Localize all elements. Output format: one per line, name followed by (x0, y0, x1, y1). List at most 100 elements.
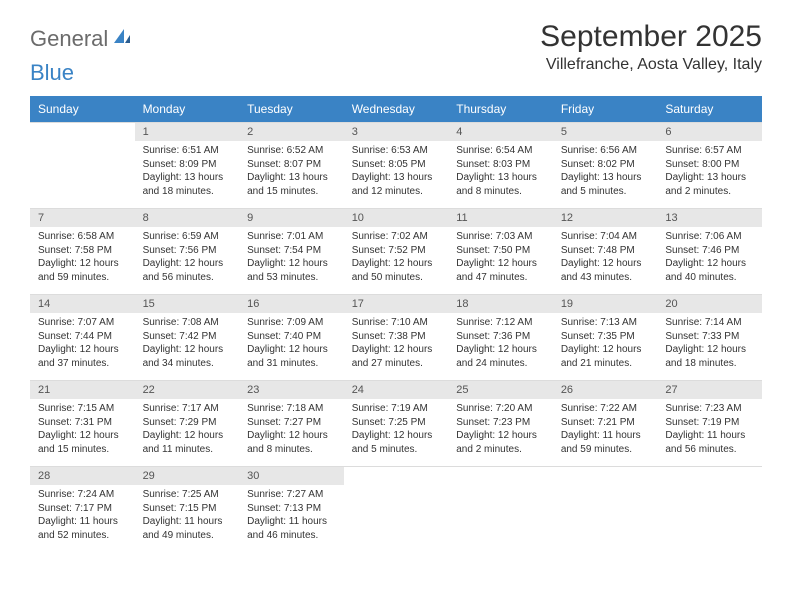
weekday-header-row: Sunday Monday Tuesday Wednesday Thursday… (30, 96, 762, 123)
sunrise-text: Sunrise: 7:24 AM (38, 488, 127, 502)
sunset-text: Sunset: 8:07 PM (247, 158, 336, 172)
sunrise-text: Sunrise: 7:14 AM (665, 316, 754, 330)
sunset-text: Sunset: 7:38 PM (352, 330, 441, 344)
day-cell: Sunrise: 7:23 AMSunset: 7:19 PMDaylight:… (657, 399, 762, 467)
day-content-row: Sunrise: 7:15 AMSunset: 7:31 PM Daylight:… (30, 399, 762, 467)
day-cell: Sunrise: 6:58 AMSunset: 7:58 PMDaylight:… (30, 227, 135, 295)
sunset-text: Sunset: 7:25 PM (352, 416, 441, 430)
sunrise-text: Sunrise: 7:17 AM (143, 402, 232, 416)
sunset-text: Sunset: 7:31 PM (38, 416, 127, 430)
day1-text: Daylight: 12 hours (143, 343, 232, 357)
day2-text: and 43 minutes. (561, 271, 650, 285)
day-cell: Sunrise: 7:06 AMSunset: 7:46 PMDaylight:… (657, 227, 762, 295)
day-cell: Sunrise: 7:04 AMSunset: 7:48 PMDaylight:… (553, 227, 658, 295)
day-cell: Sunrise: 7:09 AMSunset: 7:40 PMDaylight:… (239, 313, 344, 381)
day-number: 18 (448, 295, 553, 314)
day-cell: Sunrise: 7:08 AMSunset: 7:42 PMDaylight:… (135, 313, 240, 381)
day1-text: Daylight: 12 hours (247, 257, 336, 271)
sunrise-text: Sunrise: 7:15 AM (38, 402, 127, 416)
sunset-text: Sunset: 7:13 PM (247, 502, 336, 516)
day1-text: Daylight: 13 hours (143, 171, 232, 185)
day1-text: Daylight: 12 hours (665, 257, 754, 271)
day2-text: and 11 minutes. (143, 443, 232, 457)
day2-text: and 50 minutes. (352, 271, 441, 285)
day-cell: Sunrise: 6:51 AMSunset: 8:09 PMDaylight:… (135, 141, 240, 209)
day2-text: and 49 minutes. (143, 529, 232, 543)
day1-text: Daylight: 12 hours (561, 257, 650, 271)
sunset-text: Sunset: 7:56 PM (143, 244, 232, 258)
location-label: Villefranche, Aosta Valley, Italy (540, 56, 762, 74)
sunrise-text: Sunrise: 7:13 AM (561, 316, 650, 330)
day1-text: Daylight: 12 hours (247, 343, 336, 357)
day1-text: Daylight: 12 hours (352, 257, 441, 271)
day1-text: Daylight: 11 hours (665, 429, 754, 443)
day-cell: Sunrise: 7:02 AMSunset: 7:52 PMDaylight:… (344, 227, 449, 295)
day-number: 4 (448, 123, 553, 142)
weekday-header: Tuesday (239, 96, 344, 123)
day1-text: Daylight: 13 hours (561, 171, 650, 185)
weekday-header: Saturday (657, 96, 762, 123)
day-cell: Sunrise: 7:12 AMSunset: 7:36 PMDaylight:… (448, 313, 553, 381)
day1-text: Daylight: 12 hours (665, 343, 754, 357)
day2-text: and 2 minutes. (665, 185, 754, 199)
day2-text: and 56 minutes. (143, 271, 232, 285)
calendar-table: Sunday Monday Tuesday Wednesday Thursday… (30, 96, 762, 552)
weekday-header: Wednesday (344, 96, 449, 123)
day-number (30, 123, 135, 142)
sunset-text: Sunset: 7:15 PM (143, 502, 232, 516)
day2-text: and 5 minutes. (352, 443, 441, 457)
brand-part2: Blue (30, 60, 74, 86)
sunset-text: Sunset: 8:03 PM (456, 158, 545, 172)
sunrise-text: Sunrise: 7:19 AM (352, 402, 441, 416)
sunrise-text: Sunrise: 7:07 AM (38, 316, 127, 330)
day-cell: Sunrise: 6:54 AMSunset: 8:03 PMDaylight:… (448, 141, 553, 209)
day-cell: Sunrise: 7:25 AMSunset: 7:15 PMDaylight:… (135, 485, 240, 552)
day-content-row: Sunrise: 7:07 AMSunset: 7:44 PMDaylight:… (30, 313, 762, 381)
day-cell: Sunrise: 7:18 AMSunset: 7:27 PMDaylight:… (239, 399, 344, 467)
sunset-text: Sunset: 7:54 PM (247, 244, 336, 258)
sunset-text: Sunset: 7:48 PM (561, 244, 650, 258)
sunrise-text: Sunrise: 6:52 AM (247, 144, 336, 158)
month-title: September 2025 (540, 20, 762, 54)
day1-text: Daylight: 12 hours (456, 257, 545, 271)
sunrise-text: Sunrise: 7:22 AM (561, 402, 650, 416)
day-number (448, 467, 553, 486)
sunset-text: Sunset: 7:17 PM (38, 502, 127, 516)
day-content-row: Sunrise: 7:24 AMSunset: 7:17 PMDaylight:… (30, 485, 762, 552)
day-number: 8 (135, 209, 240, 228)
day1-text: Daylight: 12 hours (143, 257, 232, 271)
sunrise-text: Sunrise: 7:27 AM (247, 488, 336, 502)
day2-text: and 37 minutes. (38, 357, 127, 371)
day-number-row: 78910111213 (30, 209, 762, 228)
weekday-header: Thursday (448, 96, 553, 123)
day1-text: Daylight: 12 hours (561, 343, 650, 357)
day2-text: and 8 minutes. (456, 185, 545, 199)
day-number: 14 (30, 295, 135, 314)
sunset-text: Sunset: 8:00 PM (665, 158, 754, 172)
sunset-text: Sunset: 7:36 PM (456, 330, 545, 344)
day-cell: Sunrise: 7:17 AMSunset: 7:29 PMDaylight:… (135, 399, 240, 467)
day-cell: Sunrise: 7:24 AMSunset: 7:17 PMDaylight:… (30, 485, 135, 552)
day-cell: Sunrise: 7:13 AMSunset: 7:35 PMDaylight:… (553, 313, 658, 381)
day-number: 6 (657, 123, 762, 142)
day-cell: Sunrise: 7:20 AMSunset: 7:23 PMDaylight:… (448, 399, 553, 467)
sunset-text: Sunset: 7:27 PM (247, 416, 336, 430)
day1-text: Daylight: 11 hours (247, 515, 336, 529)
sunset-text: Sunset: 7:42 PM (143, 330, 232, 344)
sunrise-text: Sunrise: 7:03 AM (456, 230, 545, 244)
sunrise-text: Sunrise: 6:51 AM (143, 144, 232, 158)
day-cell (657, 485, 762, 552)
day1-text: Daylight: 12 hours (352, 343, 441, 357)
day-number: 10 (344, 209, 449, 228)
day1-text: Daylight: 11 hours (38, 515, 127, 529)
day-number: 30 (239, 467, 344, 486)
day2-text: and 52 minutes. (38, 529, 127, 543)
day-cell: Sunrise: 6:59 AMSunset: 7:56 PMDaylight:… (135, 227, 240, 295)
sunset-text: Sunset: 7:50 PM (456, 244, 545, 258)
day-number-row: 14151617181920 (30, 295, 762, 314)
day1-text: Daylight: 11 hours (143, 515, 232, 529)
sunset-text: Sunset: 7:40 PM (247, 330, 336, 344)
day-number: 5 (553, 123, 658, 142)
sunrise-text: Sunrise: 7:04 AM (561, 230, 650, 244)
title-block: September 2025 Villefranche, Aosta Valle… (540, 20, 762, 74)
